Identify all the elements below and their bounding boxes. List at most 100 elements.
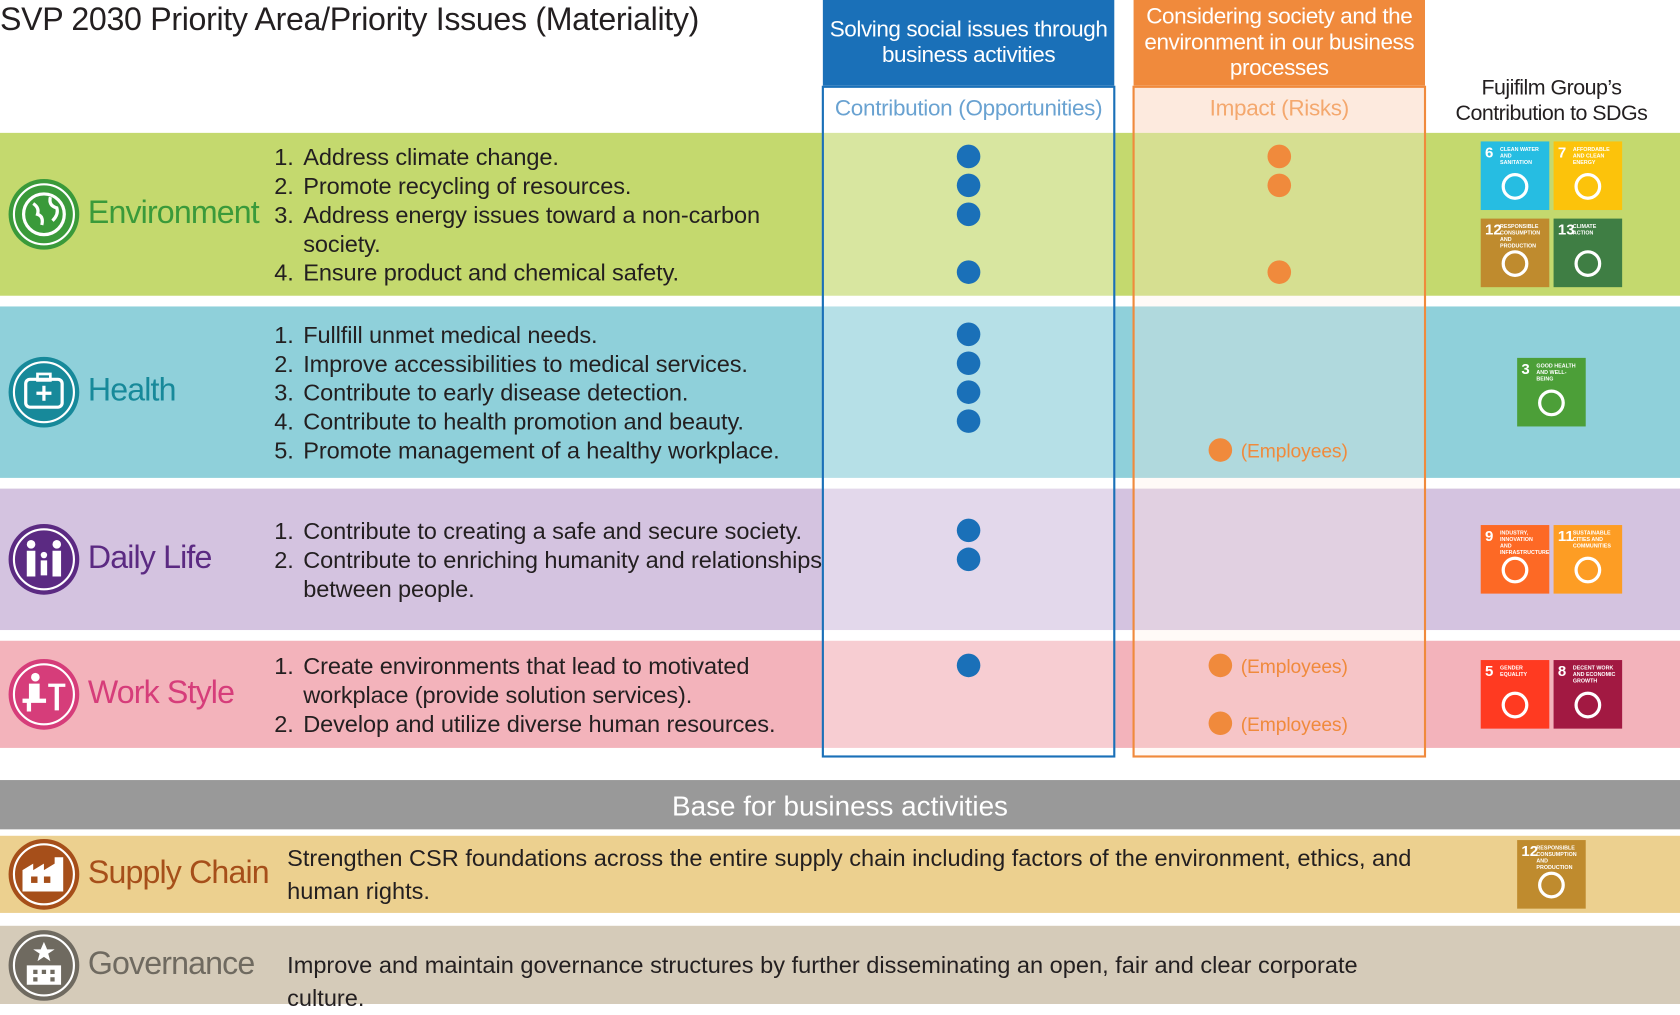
issue-number: 4. [274, 407, 294, 435]
sdg-number: 5 [1485, 662, 1494, 680]
issue-list: Address climate change. 1. Promote recycli… [0, 133, 1680, 296]
sdg-number: 6 [1485, 143, 1494, 161]
sdg-symbol [1574, 556, 1602, 584]
sdg-symbol [1574, 691, 1602, 719]
contribution-dot [956, 380, 981, 404]
issue: Address energy issues toward a non-carbo… [0, 200, 981, 258]
base-name: Supply Chain [87, 855, 270, 891]
base-row: Supply Chain Strengthen CSR foundations a… [0, 835, 1680, 913]
contribution-subheader: Contribution (Opportunities) [834, 96, 1103, 122]
sdg-symbol [1501, 691, 1529, 719]
issue-number: 1. [274, 320, 294, 348]
sdg-label: AFFORDABLE AND CLEAN ENERGY [1572, 146, 1610, 167]
issue-number: 1. [274, 652, 294, 679]
sdg-symbol [1538, 389, 1565, 417]
issue-list: Create environments that lead to motivat… [0, 641, 1680, 748]
base-name: Governance [87, 945, 255, 981]
issue: Ensure product and chemical safety. 4. [0, 258, 1292, 287]
contribution-dot [956, 518, 981, 543]
issue-number: 2. [274, 709, 294, 737]
area-icon [8, 356, 80, 428]
area-row: Work Style Create environments that lead … [0, 640, 1680, 748]
sdg-tile: 7 AFFORDABLE AND CLEAN ENERGY [1553, 141, 1623, 211]
sdg-tile: 13 CLIMATE ACTION [1553, 218, 1623, 288]
sdg-number: 3 [1521, 360, 1530, 378]
issue-list: Contribute to creating a safe and secure… [0, 489, 1680, 630]
contribution-dot [956, 144, 981, 169]
title: SVP 2030 Priority Area/Priority Issues (… [0, 2, 700, 38]
issue: Create environments that lead to motivat… [274, 652, 1348, 708]
issue: Address climate change. 1. [0, 142, 1292, 171]
sdg-label: GOOD HEALTH AND WELL-BEING [1536, 363, 1576, 383]
issue-list: Fullfill unmet medical needs. 1. Improve a… [0, 306, 1680, 477]
sdg-label: GENDER EQUALITY [1500, 665, 1528, 679]
area-icon [8, 178, 80, 250]
impact-dot [1208, 711, 1233, 736]
sdg-number: 8 [1557, 662, 1567, 680]
base-banner: Base for business activities [0, 780, 1680, 830]
sdg-label: DECENT WORK AND ECONOMIC GROWTH [1572, 665, 1616, 685]
issue-number: 2. [274, 349, 294, 377]
sdg-tile: 9 INDUSTRY, INNOVATION AND INFRASTRUCTURE [1480, 525, 1550, 594]
impact-dot [1267, 260, 1292, 284]
contribution-dot [956, 547, 981, 572]
base-text: Improve and maintain governance structur… [287, 951, 1358, 1012]
area-name: Environment [87, 195, 260, 231]
impact-dot [1208, 653, 1233, 678]
sdg-number: 7 [1557, 143, 1567, 161]
sdg-symbol [1501, 173, 1529, 200]
sdg-tile: 3 GOOD HEALTH AND WELL-BEING [1517, 357, 1586, 427]
base-text: Strengthen CSR foundations across the en… [287, 844, 1412, 905]
sdg-tile: 6 CLEAN WATER AND SANITATION [1480, 141, 1550, 211]
issue: Contribute to enriching humanity and rel… [0, 545, 981, 603]
contribution-dot [956, 202, 981, 227]
issue-number: 2. [274, 545, 294, 573]
area-name: Work Style [87, 675, 235, 711]
impact-note: (Employees) [1240, 439, 1348, 462]
sdg-tile: 12 RESPONSIBLE CONSUMPTION AND PRODUCTION [1517, 840, 1586, 909]
contribution-dot [956, 322, 981, 347]
sdg-number: 11 [1557, 527, 1574, 545]
issue: Improve accessibilities to medical servi… [0, 349, 981, 378]
contribution-dot [956, 351, 981, 376]
issue: Promote management of a healthy workplac… [0, 436, 1348, 465]
area-icon [8, 658, 80, 730]
base-icon [8, 838, 80, 910]
area-name: Daily Life [87, 540, 212, 576]
area-row: Daily Life Contribute to creating a safe … [0, 488, 1680, 631]
sdg-label: CLEAN WATER AND SANITATION [1500, 146, 1539, 167]
sdg-symbol [1501, 556, 1529, 584]
issue: Contribute to early disease detection. 3. [0, 378, 981, 407]
sdg-number: 13 [1557, 220, 1575, 238]
area-name: Health [87, 372, 177, 409]
sdg-symbol [1574, 250, 1602, 277]
issue-number: 1. [274, 517, 294, 544]
contribution-dot [956, 653, 981, 678]
contribution-dot [956, 260, 981, 284]
sdg-tile: 11 SUSTAINABLE CITIES AND COMMUNITIES [1553, 525, 1623, 594]
impact-note: (Employees) [1240, 655, 1348, 677]
sdg-label: SUSTAINABLE CITIES AND COMMUNITIES [1572, 530, 1611, 550]
sdg-label: CLIMATE ACTION [1572, 223, 1597, 237]
sdg-number: 12 [1485, 220, 1502, 238]
area-row: Health Fullfill unmet medical needs. 1. Imp… [0, 306, 1680, 478]
issue-number: 4. [274, 258, 294, 286]
sdg-number: 9 [1485, 527, 1494, 545]
sdg-tile: 12 RESPONSIBLE CONSUMPTION AND PRODUCTION [1480, 218, 1550, 288]
base-row: Governance Improve and maintain governanc… [0, 925, 1680, 1012]
area-icon [8, 523, 80, 595]
sdg-tile: 5 GENDER EQUALITY [1480, 660, 1550, 729]
contribution-dot [956, 409, 981, 433]
sdg-label: RESPONSIBLE CONSUMPTION AND PRODUCTION [1536, 845, 1577, 872]
issue-number: 3. [274, 378, 294, 406]
sdg-number: 12 [1521, 842, 1539, 860]
impact-dot [1267, 173, 1292, 198]
sdg-symbol [1501, 250, 1529, 277]
base-icon [8, 929, 80, 1001]
issue-number: 1. [274, 143, 294, 170]
issue: Contribute to health promotion and beaut… [0, 407, 981, 436]
impact-dot [1267, 144, 1292, 169]
issue-number: 5. [274, 436, 294, 464]
sdg-label: INDUSTRY, INNOVATION AND INFRASTRUCTURE [1500, 530, 1550, 557]
